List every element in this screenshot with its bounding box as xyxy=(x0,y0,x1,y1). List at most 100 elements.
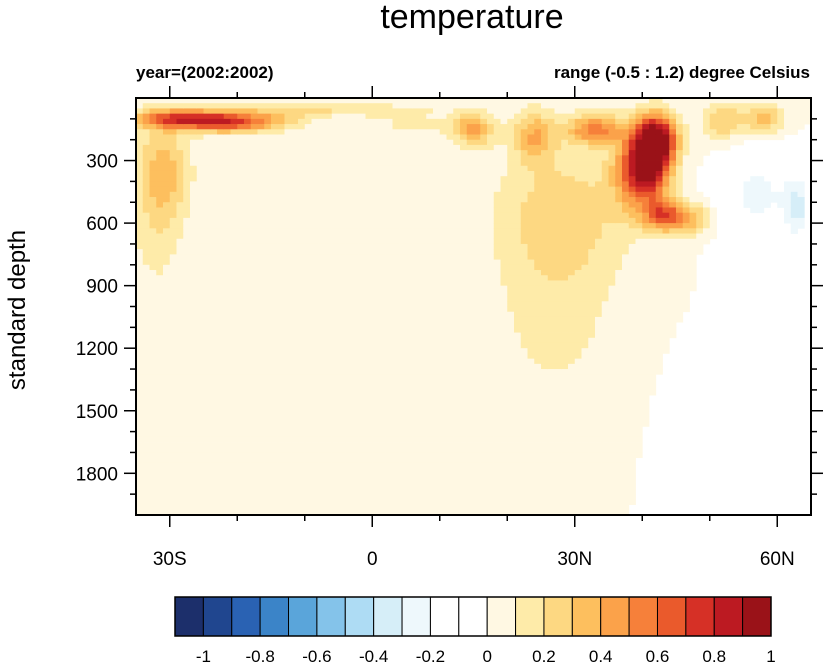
heatmap-cell xyxy=(406,327,414,333)
heatmap-cell xyxy=(541,436,549,443)
heatmap-cell xyxy=(264,207,272,214)
heatmap-cell xyxy=(419,243,427,250)
heatmap-cell xyxy=(250,285,258,292)
heatmap-cell xyxy=(493,316,501,323)
heatmap-cell xyxy=(217,353,225,360)
heatmap-cell xyxy=(487,243,495,250)
heatmap-cell xyxy=(190,170,198,177)
heatmap-cell xyxy=(385,202,393,208)
heatmap-cell xyxy=(271,259,279,266)
heatmap-cell xyxy=(412,223,420,229)
heatmap-cell xyxy=(264,176,272,182)
heatmap-cell xyxy=(169,442,177,448)
heatmap-cell xyxy=(406,181,414,188)
heatmap-cell xyxy=(514,280,522,287)
heatmap-cell xyxy=(210,181,218,188)
heatmap-cell xyxy=(399,280,407,287)
heatmap-cell xyxy=(203,379,211,386)
heatmap-cell xyxy=(426,306,434,313)
heatmap-cell xyxy=(379,457,387,464)
heatmap-cell xyxy=(372,124,380,130)
heatmap-cell xyxy=(358,176,366,182)
heatmap-cell xyxy=(203,290,211,297)
heatmap-cell xyxy=(439,311,447,318)
heatmap-cell xyxy=(257,228,265,234)
heatmap-cell xyxy=(331,468,339,474)
heatmap-cell xyxy=(190,212,198,219)
heatmap-cell xyxy=(534,400,542,406)
heatmap-cell xyxy=(250,134,258,141)
heatmap-cell xyxy=(527,322,535,328)
heatmap-cell xyxy=(291,108,299,115)
heatmap-cell xyxy=(500,473,508,479)
heatmap-cell xyxy=(244,108,252,115)
heatmap-cell xyxy=(136,212,144,219)
heatmap-cell xyxy=(487,181,495,188)
heatmap-cell xyxy=(554,165,562,172)
heatmap-cell xyxy=(203,207,211,214)
heatmap-cell xyxy=(460,405,468,412)
heatmap-cell xyxy=(318,358,326,365)
heatmap-cell xyxy=(534,290,542,297)
heatmap-cell xyxy=(406,275,414,281)
heatmap-cell xyxy=(156,144,164,151)
heatmap-cell xyxy=(318,462,326,469)
heatmap-cell xyxy=(460,447,468,453)
heatmap-cell xyxy=(237,98,245,104)
heatmap-cell xyxy=(136,473,144,479)
heatmap-cell xyxy=(412,270,420,276)
heatmap-cell xyxy=(473,134,481,141)
heatmap-cell xyxy=(311,223,319,229)
heatmap-cell xyxy=(325,363,333,370)
heatmap-cell xyxy=(264,264,272,271)
heatmap-cell xyxy=(507,504,515,511)
heatmap-cell xyxy=(480,452,488,459)
heatmap-cell xyxy=(176,306,184,313)
heatmap-cell xyxy=(237,202,245,208)
heatmap-cell xyxy=(304,415,312,422)
heatmap-cell xyxy=(244,431,252,438)
heatmap-cell xyxy=(399,118,407,125)
heatmap-cell xyxy=(291,337,299,344)
heatmap-cell xyxy=(291,410,299,417)
heatmap-cell xyxy=(372,207,380,214)
heatmap-cell xyxy=(338,468,346,474)
heatmap-cell xyxy=(433,306,441,313)
heatmap-cell xyxy=(466,316,474,323)
heatmap-cell xyxy=(385,243,393,250)
heatmap-cell xyxy=(419,363,427,370)
heatmap-cell xyxy=(345,353,353,360)
heatmap-cell xyxy=(223,431,231,438)
heatmap-cell xyxy=(534,254,542,260)
heatmap-cell xyxy=(223,285,231,292)
heatmap-cell xyxy=(163,285,171,292)
heatmap-cell xyxy=(291,504,299,511)
heatmap-cell xyxy=(277,410,285,417)
heatmap-cell xyxy=(426,452,434,459)
heatmap-cell xyxy=(264,369,272,375)
heatmap-cell xyxy=(406,457,414,464)
heatmap-cell xyxy=(250,170,258,177)
heatmap-cell xyxy=(264,483,272,490)
heatmap-cell xyxy=(244,348,252,354)
heatmap-cell xyxy=(399,197,407,203)
heatmap-cell xyxy=(304,280,312,287)
heatmap-cell xyxy=(304,233,312,240)
heatmap-cell xyxy=(217,270,225,276)
heatmap-cell xyxy=(493,384,501,391)
heatmap-cell xyxy=(372,129,380,135)
heatmap-cell xyxy=(271,415,279,422)
heatmap-cell xyxy=(183,139,191,146)
heatmap-cell xyxy=(520,165,528,172)
heatmap-cell xyxy=(352,254,360,260)
heatmap-cell xyxy=(176,358,184,365)
heatmap-cell xyxy=(379,316,387,323)
heatmap-cell xyxy=(169,103,177,109)
heatmap-cell xyxy=(507,254,515,260)
heatmap-cell xyxy=(217,442,225,448)
heatmap-cell xyxy=(271,181,279,188)
heatmap-cell xyxy=(223,442,231,448)
heatmap-cell xyxy=(142,223,150,229)
heatmap-cell xyxy=(453,400,461,406)
heatmap-cell xyxy=(534,384,542,391)
